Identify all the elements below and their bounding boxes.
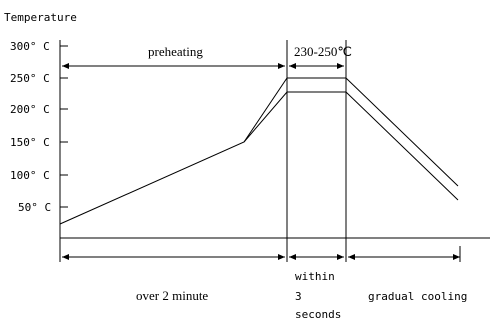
peak-time-label-line2: 3: [295, 290, 302, 303]
y-tick-50: 50° C: [18, 201, 51, 214]
y-tick-marks: [60, 45, 68, 208]
lower-profile-curve: [243, 91, 459, 201]
peak-time-label-line1: within: [295, 270, 335, 283]
y-tick-300: 300° C: [10, 40, 50, 53]
preheating-label: preheating: [148, 44, 203, 59]
y-tick-100: 100° C: [10, 169, 50, 182]
y-tick-200: 200° C: [10, 103, 50, 116]
preheat-time-label: over 2 minute: [136, 288, 208, 303]
peak-range-label: 230-250℃: [294, 44, 352, 59]
y-tick-250: 250° C: [10, 72, 50, 85]
y-axis-title: Temperature: [4, 11, 77, 24]
cooling-time-label: gradual cooling: [368, 290, 467, 303]
upper-profile-curve: [59, 77, 459, 225]
peak-time-label-line3: seconds: [295, 308, 341, 320]
y-tick-150: 150° C: [10, 136, 50, 149]
